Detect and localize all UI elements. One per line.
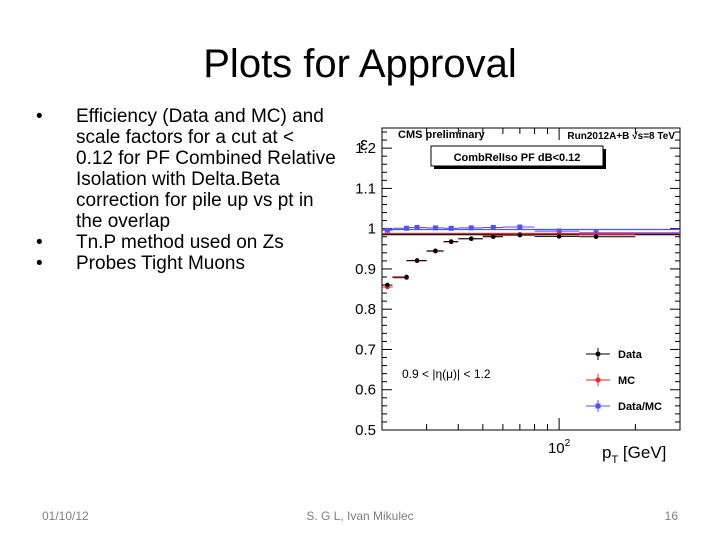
bullet-list: • Efficiency (Data and MC) and scale fac… (36, 106, 336, 274)
legend-background (580, 340, 670, 416)
bullet-glyph: • (36, 232, 43, 253)
y-tick-label: 1.2 (355, 140, 376, 157)
y-axis-label: ε (360, 134, 368, 154)
y-tick-label: 0.7 (355, 341, 376, 358)
legend-label: Data (618, 349, 643, 361)
selection-label: CombRelIso PF dB<0.12 (454, 152, 581, 164)
data-point (517, 224, 523, 230)
bullet-text: Efficiency (Data and MC) and scale facto… (76, 106, 336, 232)
legend-marker (595, 351, 601, 357)
y-tick-label: 0.5 (355, 422, 376, 439)
data-marks (382, 224, 680, 290)
y-tick-label: 0.9 (355, 261, 376, 278)
data-point (448, 225, 454, 231)
bullet-text: Tn.P method used on Zs (76, 232, 284, 253)
legend-marker (595, 377, 601, 383)
data-point (432, 225, 438, 231)
bullet-text: Probes Tight Muons (76, 253, 245, 274)
legend-label: MC (618, 375, 635, 387)
y-tick-label: 1.1 (355, 180, 376, 197)
data-point (414, 258, 420, 263)
axes: 0.5 0.6 0.7 0.8 0.9 1 1.1 1.2 (355, 128, 681, 439)
data-point (593, 234, 599, 240)
data-point (448, 239, 454, 244)
y-tick-label: 0.8 (355, 301, 376, 318)
bullet-glyph: • (36, 253, 43, 274)
data-point (404, 274, 409, 280)
header-right: Run2012A+B √s=8 TeV (567, 131, 675, 142)
data-point (468, 236, 474, 242)
data-point (414, 224, 420, 230)
data-point (404, 225, 410, 231)
y-tick-label: 0.6 (355, 382, 376, 399)
x-axis-label: pT [GeV] (602, 443, 666, 466)
legend-marker (595, 403, 601, 409)
data-point (556, 234, 562, 239)
eta-range-annotation: 0.9 < |η(μ)| < 1.2 (402, 367, 491, 381)
bullet-glyph: • (36, 106, 43, 127)
legend: Data MC Data/MC (580, 340, 670, 416)
y-tick-label: 1 (368, 221, 376, 238)
data-point (491, 234, 496, 240)
bullet-item: • Tn.P method used on Zs (36, 232, 336, 253)
data-point (490, 224, 496, 230)
footer-page-number: 16 (664, 509, 678, 523)
efficiency-plot: 0.5 0.6 0.7 0.8 0.9 1 1.1 1.2 CMS preliminary R… (355, 127, 681, 466)
data-point (433, 248, 438, 254)
slide-title: Plots for Approval (203, 42, 517, 86)
footer-author: S. G L, Ivan Mikulec (306, 509, 414, 523)
data-point (384, 227, 390, 233)
bullet-item: • Efficiency (Data and MC) and scale fac… (36, 106, 336, 232)
x-tick-label: 102 (548, 438, 571, 457)
legend-label: Data/MC (618, 401, 662, 413)
label-box (430, 145, 604, 167)
data-point (385, 282, 390, 288)
data-point (556, 228, 562, 234)
bullet-item: • Probes Tight Muons (36, 253, 336, 274)
header-left: CMS preliminary (398, 129, 486, 141)
footer-date: 01/10/12 (42, 509, 89, 523)
data-point (468, 225, 474, 231)
data-point (517, 232, 523, 238)
